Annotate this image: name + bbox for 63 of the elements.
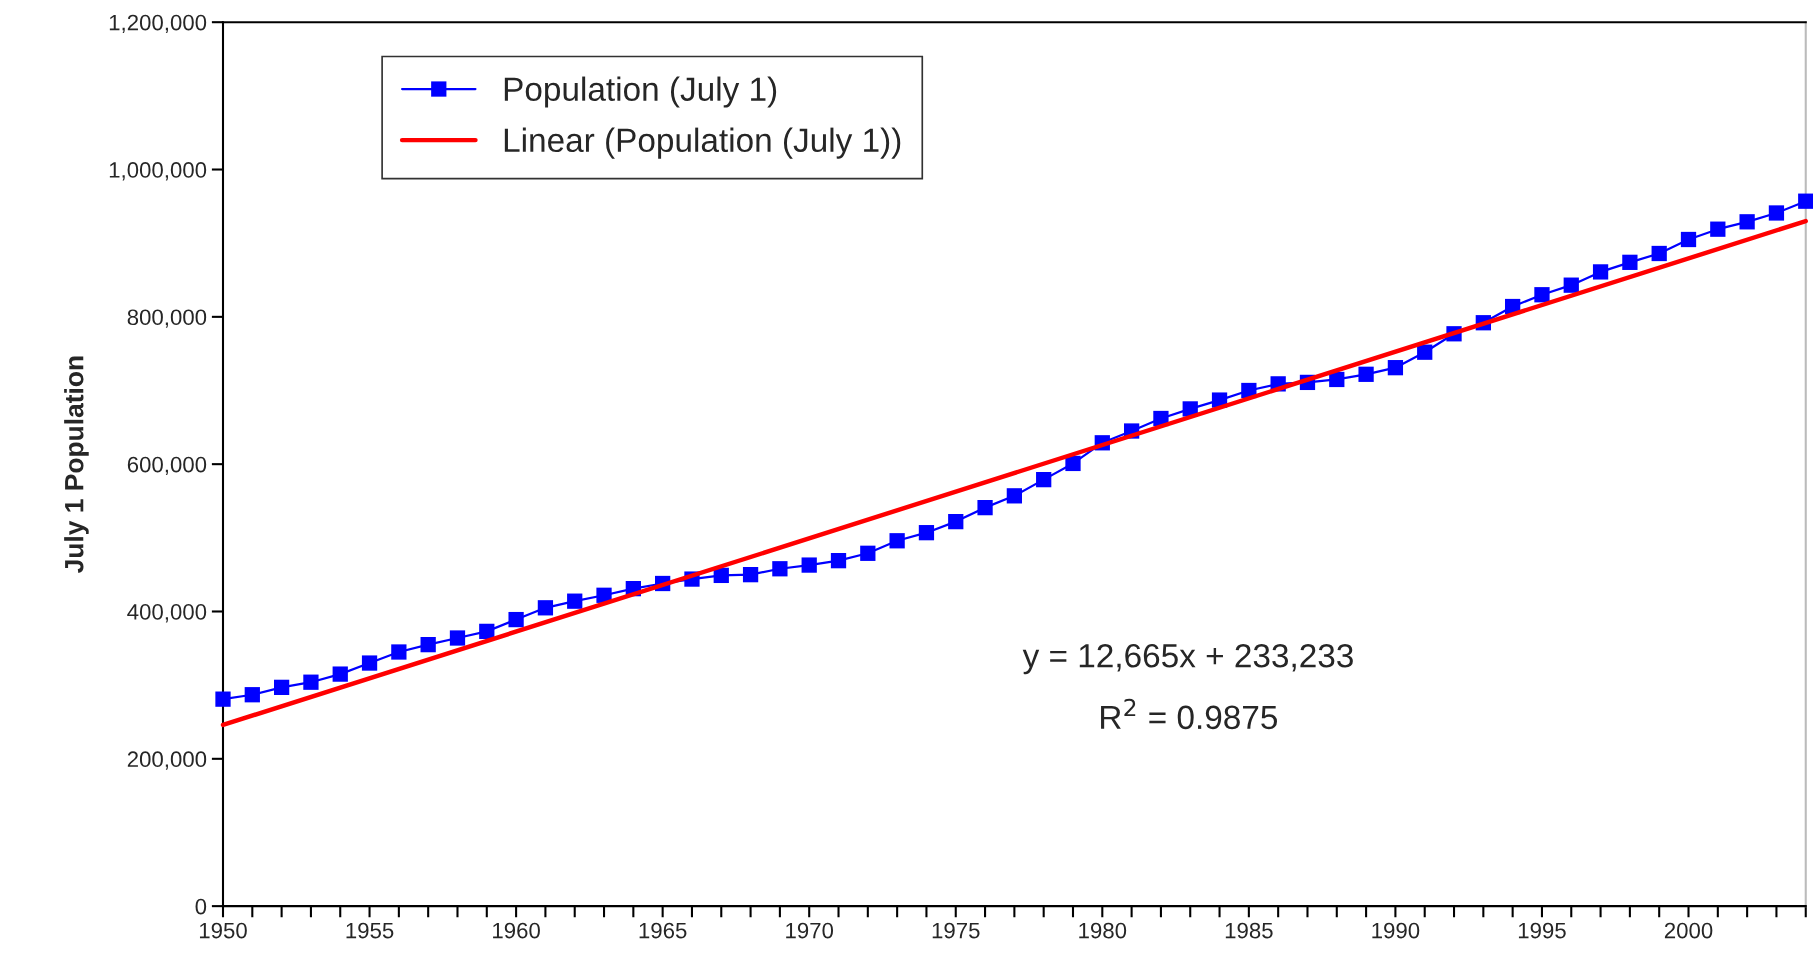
x-tick-label: 1995 [1518,922,1566,939]
annotation: R$^{2}$ = 0.9875 [1101,698,1277,730]
y-tick-label: 1,200,000 [109,14,207,34]
point [830,553,847,569]
point [1768,205,1785,221]
x-tick-label: 2000 [1664,922,1713,939]
point [508,611,524,628]
point [948,513,964,530]
point [860,545,876,561]
point [1680,231,1697,248]
y-tick-label: 0 [195,898,207,915]
y-tick-label: 600,000 [127,456,207,476]
x-tick-label: 1950 [199,922,247,939]
x-tick-label: 1955 [346,922,394,939]
point [1006,488,1023,504]
x-tick-label: 1980 [1079,922,1127,939]
point [1651,245,1667,262]
point [215,691,231,707]
point [361,655,378,671]
y-tick-label: 400,000 [127,604,207,623]
point [244,687,260,703]
x-tick-label: 1985 [1225,922,1273,939]
x-tick-label: 1970 [786,922,834,939]
annotation: y = 12,665x + 233,233 [1022,643,1353,675]
y-tick-label: 1,000,000 [109,162,207,181]
point [273,679,290,695]
point [1622,254,1638,270]
point [977,499,993,516]
point [420,637,436,653]
point [479,623,495,640]
legend-label: Population (July 1) [504,76,777,108]
point [1417,344,1433,360]
point [449,630,466,646]
point [1387,360,1404,376]
point [1798,193,1813,209]
point [303,674,319,690]
point [1592,264,1609,280]
point [1739,214,1755,230]
point [1036,471,1052,488]
point [1563,277,1579,293]
point [332,666,348,682]
point [537,600,554,616]
x-tick-label: 1960 [493,922,540,939]
point [1358,366,1374,382]
point [1065,455,1081,472]
point [742,567,759,583]
x-tick-label: 1990 [1372,922,1420,939]
point [801,557,817,573]
point [713,567,729,584]
y-tick-label: 200,000 [127,751,207,770]
point [391,644,407,660]
point [918,525,935,541]
point [567,593,583,609]
point [1329,371,1345,388]
y-axis-title: July 1 Population [64,356,89,573]
legend-label: Linear (Population (July 1)) [504,127,901,159]
point [1534,287,1550,303]
x-tick-label: 1965 [639,922,687,939]
y-tick-label: 800,000 [127,309,207,328]
point [772,561,788,577]
point [889,533,905,549]
x-tick-label: 1975 [932,922,980,939]
point [1710,221,1726,237]
